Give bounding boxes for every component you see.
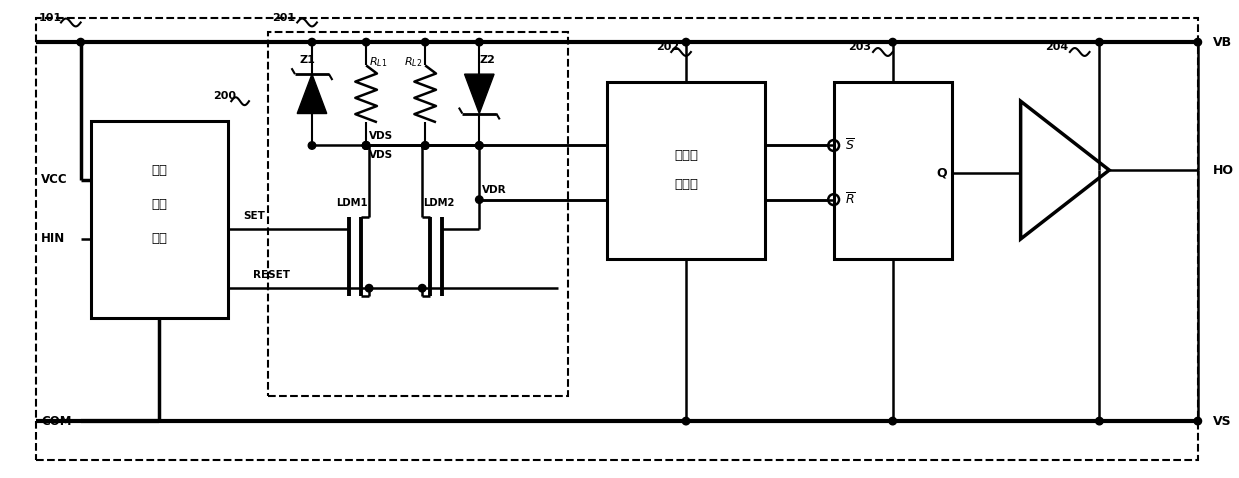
Text: RESET: RESET [253,271,290,280]
Circle shape [362,142,370,149]
Bar [834,82,952,259]
Circle shape [421,142,429,149]
Text: 脉冲滤: 脉冲滤 [674,149,698,162]
Text: VS: VS [1213,414,1232,428]
Bar [268,33,567,396]
Circle shape [476,142,483,149]
Circle shape [683,417,690,425]
Bar [90,121,228,318]
Circle shape [1194,417,1202,425]
Circle shape [888,38,897,46]
Circle shape [309,142,316,149]
Text: HO: HO [1213,163,1234,176]
Circle shape [476,196,483,203]
Text: COM: COM [41,414,72,428]
Circle shape [77,38,84,46]
Text: $\overline{S}$: $\overline{S}$ [845,138,855,153]
Text: HIN: HIN [41,232,66,246]
Text: Z2: Z2 [479,55,496,65]
Text: $\overline{R}$: $\overline{R}$ [845,192,856,207]
Text: 203: 203 [849,42,871,52]
Circle shape [419,284,426,292]
Circle shape [362,142,370,149]
Circle shape [421,142,429,149]
Text: $R_{L2}$: $R_{L2}$ [404,55,422,69]
Text: 产生: 产生 [151,198,167,211]
Circle shape [362,142,370,149]
Circle shape [476,142,483,149]
Text: 202: 202 [657,42,680,52]
Polygon shape [465,74,494,113]
Circle shape [362,142,370,149]
Circle shape [362,38,370,46]
Text: VB: VB [1213,36,1232,49]
Text: VDS: VDS [369,130,393,141]
Circle shape [1095,417,1103,425]
Text: Z1: Z1 [299,55,315,65]
Circle shape [476,38,483,46]
Circle shape [421,38,429,46]
Circle shape [1194,38,1202,46]
Text: 脉冲: 脉冲 [151,163,167,176]
Text: $R_{L1}$: $R_{L1}$ [369,55,388,69]
Circle shape [366,284,373,292]
Text: 101: 101 [38,12,62,22]
Text: 201: 201 [273,12,296,22]
Text: VDR: VDR [482,185,507,195]
Text: 电路: 电路 [151,232,167,246]
Text: VCC: VCC [41,174,68,186]
Polygon shape [297,74,327,113]
Circle shape [309,38,316,46]
Circle shape [1095,38,1103,46]
Text: 200: 200 [213,91,237,101]
Text: LDM2: LDM2 [424,197,455,207]
Text: VDS: VDS [369,151,393,161]
Text: LDM1: LDM1 [337,197,368,207]
Text: 204: 204 [1046,42,1068,52]
Text: SET: SET [243,211,265,221]
Bar [607,82,764,259]
Circle shape [683,38,690,46]
Text: 波电路: 波电路 [674,178,698,191]
Text: Q: Q [937,166,947,179]
Circle shape [888,417,897,425]
